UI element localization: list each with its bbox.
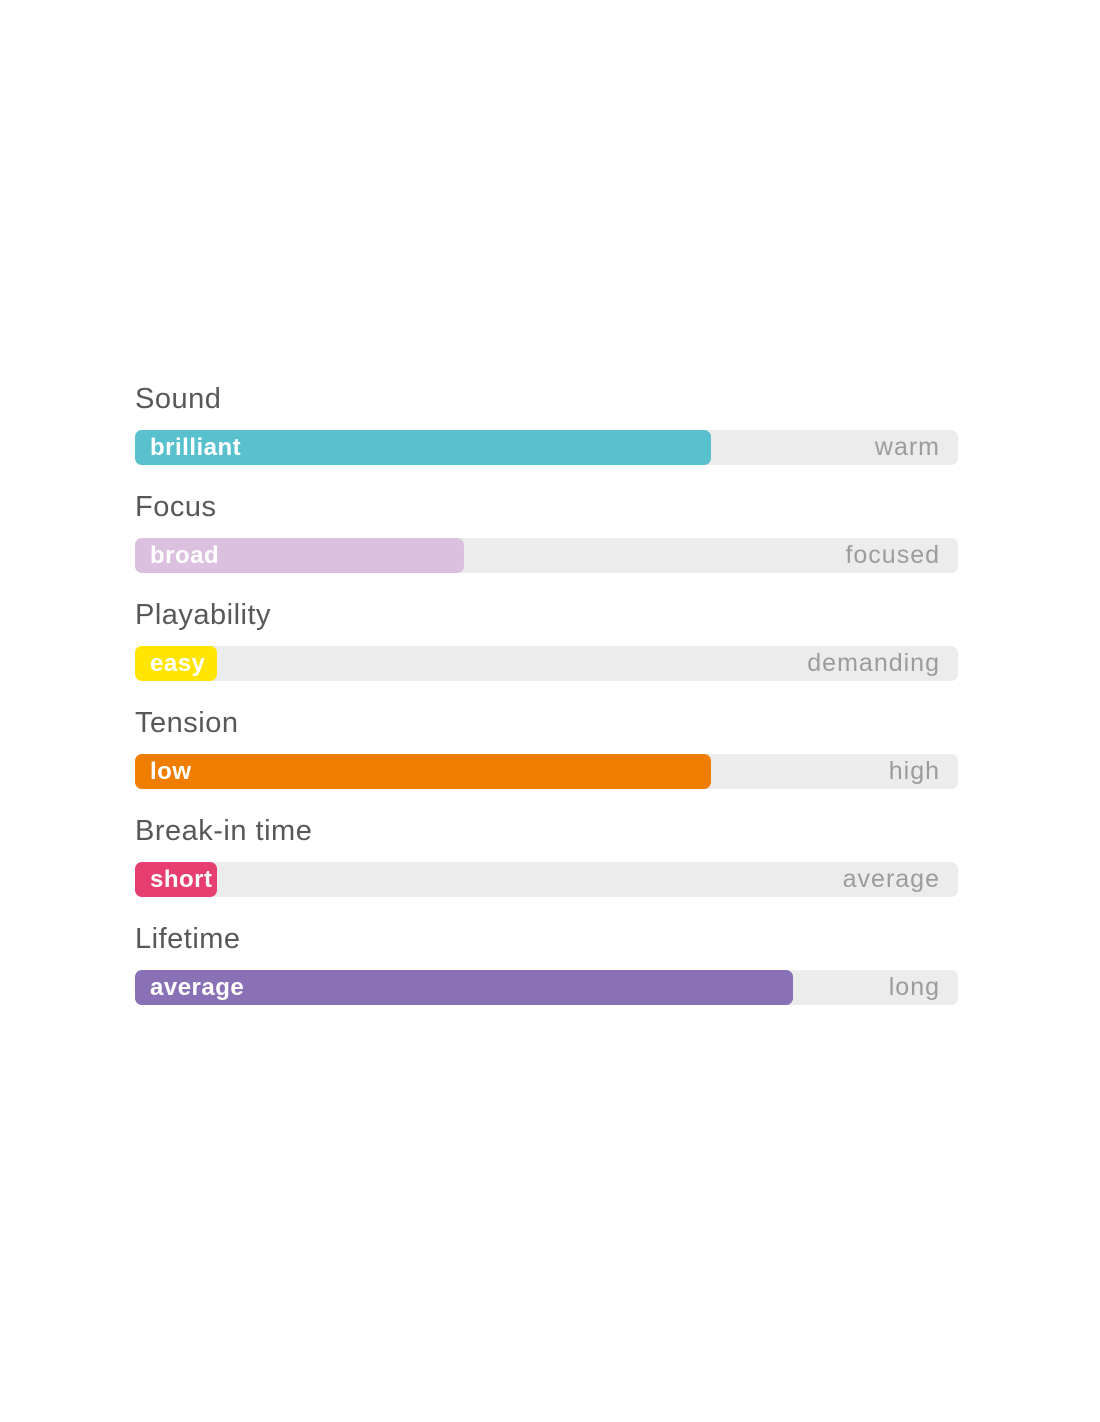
attribute-max-label: warm — [874, 433, 940, 461]
attribute-bar-fill: easy — [135, 646, 218, 681]
attribute-value-label: broad — [150, 541, 220, 569]
attribute-bar-fill: low — [135, 754, 712, 789]
attribute-max-label: average — [842, 865, 940, 893]
attribute-value-label: low — [150, 757, 192, 785]
attribute-max-label: high — [888, 757, 940, 785]
attribute-bar-track: average long — [135, 970, 958, 1005]
attribute-value-label: easy — [150, 649, 206, 677]
attribute-bar-fill: brilliant — [135, 430, 712, 465]
attribute-value-label: brilliant — [150, 433, 242, 461]
attribute-label: Focus — [135, 491, 217, 523]
attribute-label: Break-in time — [135, 815, 313, 847]
attribute-bar-track: broad focused — [135, 538, 958, 573]
string-attributes-chart: Sound brilliant warm Focus broad focused… — [135, 382, 958, 1030]
attribute-label: Sound — [135, 383, 222, 415]
attribute-row-sound: Sound brilliant warm — [135, 382, 958, 465]
attribute-row-focus: Focus broad focused — [135, 490, 958, 573]
attribute-bar-fill: short — [135, 862, 218, 897]
attribute-max-label: focused — [845, 541, 940, 569]
attribute-row-lifetime: Lifetime average long — [135, 922, 958, 1005]
attribute-row-break-in-time: Break-in time short average — [135, 814, 958, 897]
attribute-row-tension: Tension low high — [135, 706, 958, 789]
attribute-bar-track: short average — [135, 862, 958, 897]
attribute-label: Playability — [135, 599, 272, 631]
attribute-label: Tension — [135, 707, 239, 739]
attribute-bar-fill: broad — [135, 538, 465, 573]
attribute-bar-track: low high — [135, 754, 958, 789]
attribute-row-playability: Playability easy demanding — [135, 598, 958, 681]
attribute-bar-track: brilliant warm — [135, 430, 958, 465]
attribute-max-label: demanding — [807, 649, 940, 677]
attribute-label: Lifetime — [135, 923, 241, 955]
attribute-value-label: average — [150, 973, 245, 1001]
attribute-max-label: long — [888, 973, 940, 1001]
attribute-value-label: short — [150, 865, 213, 893]
attribute-bar-fill: average — [135, 970, 794, 1005]
attribute-bar-track: easy demanding — [135, 646, 958, 681]
